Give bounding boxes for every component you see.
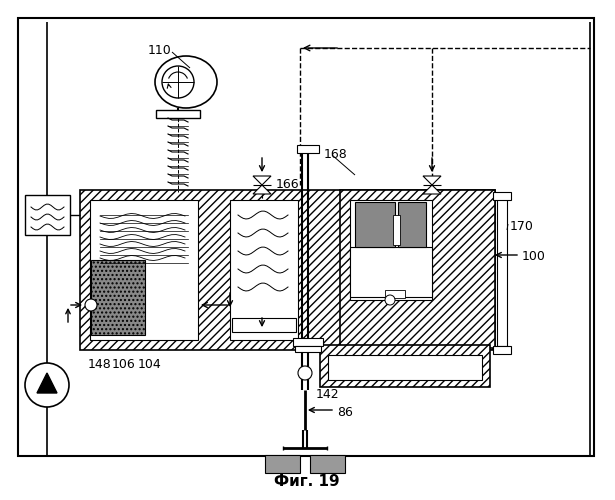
Bar [25,195,70,235]
Bar [232,318,296,332]
Circle shape [25,363,69,407]
Bar [91,260,145,335]
Circle shape [385,295,395,305]
Bar [385,290,405,298]
Bar [230,200,298,340]
Bar [310,455,345,473]
Bar [293,338,323,346]
Polygon shape [423,176,441,185]
Polygon shape [253,176,271,185]
Bar [350,200,432,300]
Text: 104: 104 [138,358,162,371]
Bar [328,355,482,380]
Text: 170: 170 [510,220,534,233]
Bar [393,215,400,245]
Bar [297,145,319,153]
Bar [320,345,490,387]
Text: 110: 110 [148,44,172,57]
Ellipse shape [155,56,217,108]
Bar [355,202,395,247]
Text: 106: 106 [112,358,136,371]
Bar [340,190,495,348]
Polygon shape [423,185,441,194]
Text: 142: 142 [316,388,339,401]
Bar [18,18,594,456]
Circle shape [85,299,97,311]
Bar [265,455,300,473]
Text: 148: 148 [88,358,112,371]
Bar [295,346,321,352]
Text: 168: 168 [324,148,347,161]
Circle shape [162,66,194,98]
Polygon shape [253,185,271,194]
Text: 86: 86 [337,406,353,419]
Bar [156,110,200,118]
Bar [398,202,426,247]
Bar [80,190,495,350]
Bar [497,198,507,346]
Polygon shape [37,373,57,393]
Bar [493,346,511,354]
Bar [350,247,432,297]
Text: 166: 166 [276,178,300,191]
Bar [90,200,198,340]
Bar [493,192,511,200]
Text: 100: 100 [522,250,546,263]
Text: Фиг. 19: Фиг. 19 [274,474,340,490]
Circle shape [298,366,312,380]
